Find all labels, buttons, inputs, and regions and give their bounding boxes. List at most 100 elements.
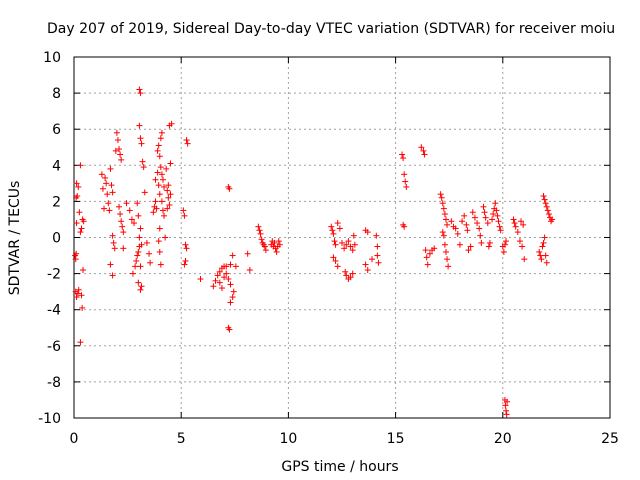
- data-point: [109, 272, 116, 279]
- x-tick-label: 20: [494, 431, 512, 447]
- data-point: [456, 241, 463, 248]
- data-point: [418, 144, 425, 151]
- data-point: [490, 211, 497, 218]
- data-point: [162, 234, 169, 241]
- data-point: [275, 238, 282, 245]
- data-point: [112, 147, 119, 154]
- data-point: [77, 339, 84, 346]
- data-point: [229, 294, 236, 301]
- data-point: [441, 211, 448, 218]
- y-tick-label: -6: [47, 339, 61, 355]
- data-point: [364, 266, 371, 273]
- data-point: [276, 241, 283, 248]
- data-point: [143, 239, 150, 246]
- data-point: [477, 232, 484, 239]
- data-point: [452, 225, 459, 232]
- data-point: [339, 239, 345, 246]
- data-point: [120, 245, 127, 252]
- data-point: [442, 216, 449, 223]
- data-point: [545, 211, 552, 218]
- data-point: [165, 194, 172, 201]
- data-point: [138, 241, 145, 248]
- data-point: [261, 243, 268, 250]
- data-point: [501, 241, 508, 248]
- data-point: [227, 299, 234, 306]
- data-point: [138, 140, 145, 147]
- data-point: [156, 153, 163, 160]
- data-point: [117, 151, 124, 158]
- data-point: [423, 254, 430, 261]
- data-point: [328, 223, 335, 230]
- data-point: [257, 230, 264, 237]
- data-point: [500, 248, 507, 255]
- data-point: [132, 263, 139, 270]
- data-point: [334, 263, 341, 270]
- data-point: [133, 257, 140, 264]
- data-point: [98, 171, 105, 178]
- data-point: [164, 187, 171, 194]
- data-point: [164, 205, 171, 212]
- data-point: [543, 203, 550, 210]
- data-point: [166, 202, 173, 209]
- data-point: [216, 268, 223, 275]
- data-point: [180, 207, 187, 214]
- data-point: [99, 185, 106, 192]
- data-point: [489, 216, 496, 223]
- data-point: [459, 218, 466, 225]
- data-point: [101, 205, 108, 212]
- data-point: [421, 151, 428, 158]
- data-point: [77, 229, 84, 236]
- data-point: [137, 90, 144, 97]
- data-point: [134, 252, 141, 259]
- data-point: [520, 221, 527, 228]
- data-point: [543, 259, 550, 266]
- data-point: [464, 227, 471, 234]
- data-point: [229, 252, 236, 259]
- data-point: [150, 209, 157, 216]
- data-point: [401, 223, 408, 230]
- data-point: [153, 205, 160, 212]
- data-point: [476, 225, 483, 232]
- data-point: [129, 270, 136, 277]
- data-point: [73, 220, 80, 227]
- data-point: [109, 189, 116, 196]
- data-point: [351, 241, 358, 248]
- data-point: [537, 252, 544, 259]
- data-point: [197, 276, 204, 283]
- data-point: [375, 259, 382, 266]
- data-point: [549, 216, 556, 223]
- data-point: [465, 247, 472, 254]
- data-point: [454, 230, 461, 237]
- data-point: [273, 248, 280, 255]
- data-point: [136, 86, 143, 93]
- data-point: [107, 261, 114, 268]
- data-point: [334, 220, 341, 227]
- data-point: [120, 229, 127, 236]
- data-point: [440, 232, 447, 239]
- data-point: [72, 256, 79, 263]
- data-points: [72, 86, 556, 418]
- data-point: [332, 257, 339, 264]
- data-point: [426, 250, 433, 257]
- data-point: [332, 241, 339, 248]
- data-point: [105, 200, 112, 207]
- data-point: [481, 209, 488, 216]
- data-point: [184, 140, 191, 147]
- data-point: [108, 182, 115, 189]
- data-point: [138, 283, 145, 290]
- data-point: [78, 225, 85, 232]
- data-point: [119, 223, 126, 230]
- x-tick-label: 0: [70, 431, 79, 447]
- data-point: [214, 272, 221, 279]
- data-point: [497, 227, 504, 234]
- data-point: [230, 288, 237, 295]
- data-point: [181, 261, 188, 268]
- data-point: [420, 147, 427, 154]
- data-point: [223, 270, 230, 277]
- data-point: [227, 281, 234, 288]
- data-point: [482, 214, 489, 221]
- data-point: [147, 259, 154, 266]
- data-point: [374, 252, 381, 259]
- data-point: [137, 286, 144, 293]
- data-point: [445, 263, 452, 270]
